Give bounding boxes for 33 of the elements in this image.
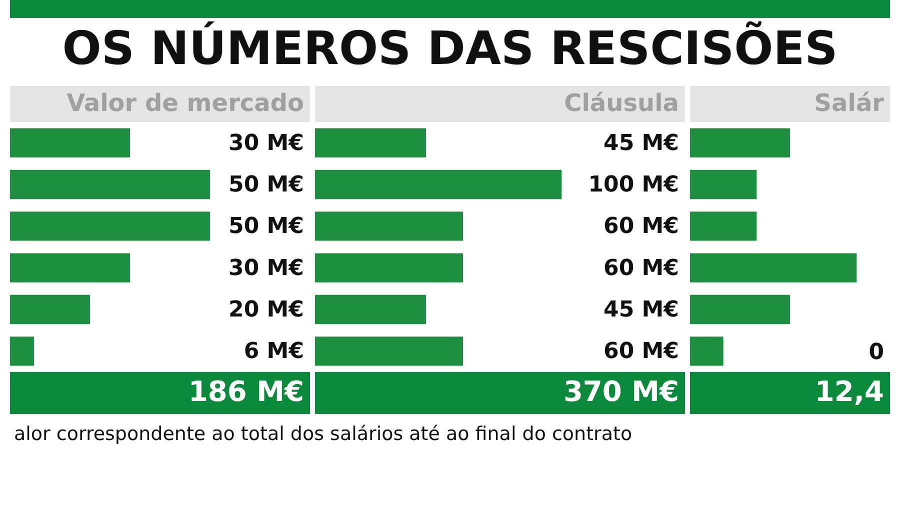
data-label: 60 M€ [604,214,679,240]
data-label: 60 M€ [604,256,679,281]
bar [10,170,210,200]
bar [690,128,790,158]
text: 186 M€ [188,375,304,408]
bar [690,294,790,324]
bar [690,170,757,200]
data-label: 6 M€ [244,339,304,364]
bar [10,294,90,324]
text: 12,4 [814,375,884,408]
bar [10,336,34,366]
text: Cláusula [564,89,679,117]
bar [10,128,130,158]
data-label: 100 M€ [588,172,679,198]
data-label: 30 M€ [228,256,304,281]
data-label: 20 M€ [228,298,304,322]
bar [690,212,757,241]
text: 370 M€ [563,375,679,408]
data-label: 50 M€ [228,172,304,198]
data-label: 45 M€ [604,298,679,322]
text: 0 [868,340,884,365]
bar [690,253,857,282]
chart-subtitle: Salár [814,89,884,117]
data-label: 60 M€ [604,339,679,364]
text: OS NÚMEROS DAS RESCISÕES [62,21,838,75]
text: alor correspondente ao total dos salários até ao final do contrato [14,423,632,445]
bar [10,253,130,282]
chart-subtitle: Valor de mercado [66,89,304,117]
bar [10,212,210,241]
data-label: 30 M€ [228,130,304,156]
data-label: 45 M€ [604,130,679,156]
bar [690,336,724,366]
data-label: 50 M€ [228,214,304,240]
